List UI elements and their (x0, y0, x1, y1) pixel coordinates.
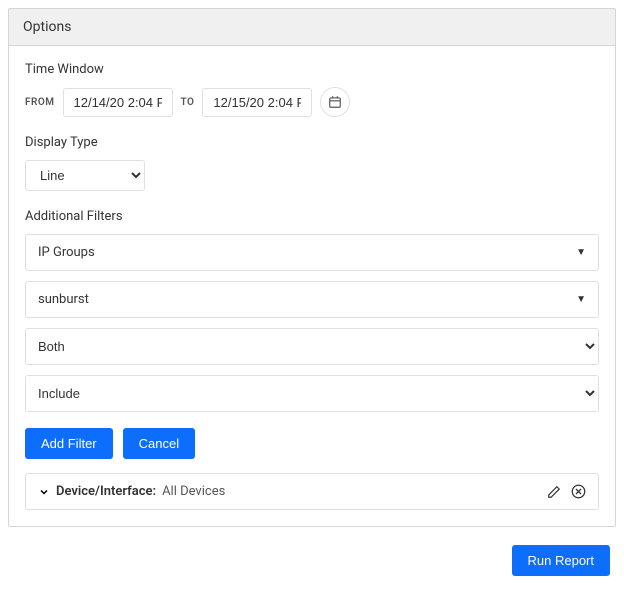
calendar-icon (328, 95, 342, 109)
filter-direction-select[interactable]: Both (25, 328, 599, 365)
chevron-down-icon: ▼ (576, 294, 586, 305)
from-input[interactable] (63, 88, 173, 117)
to-label: TO (181, 97, 195, 108)
filter-sunburst-dropdown[interactable]: sunburst ▼ (25, 281, 599, 318)
remove-button[interactable] (571, 484, 586, 499)
filter-ipgroups-dropdown[interactable]: IP Groups ▼ (25, 234, 599, 271)
filter-sunburst-value: sunburst (38, 292, 89, 307)
edit-button[interactable] (547, 485, 561, 499)
chevron-down-icon (38, 486, 50, 498)
display-type-select[interactable]: Line (25, 160, 145, 191)
run-report-button[interactable]: Run Report (512, 545, 610, 576)
time-window-label: Time Window (25, 62, 599, 77)
from-label: FROM (25, 97, 55, 108)
cancel-button[interactable]: Cancel (123, 428, 195, 459)
chevron-down-icon: ▼ (576, 247, 586, 258)
filter-ipgroups-value: IP Groups (38, 245, 95, 260)
display-type-label: Display Type (25, 135, 599, 150)
footer: Run Report (8, 527, 616, 584)
close-circle-icon (571, 484, 586, 499)
device-interface-value: All Devices (162, 484, 225, 499)
device-interface-row[interactable]: Device/Interface: All Devices (25, 473, 599, 510)
panel-title: Options (9, 9, 615, 46)
panel-body: Time Window FROM TO Display Type Line Ad… (9, 46, 615, 526)
time-window-row: FROM TO (25, 87, 599, 117)
filter-mode-select[interactable]: Include (25, 375, 599, 412)
pencil-icon (547, 485, 561, 499)
to-input[interactable] (202, 88, 312, 117)
additional-filters-label: Additional Filters (25, 209, 599, 224)
filter-button-row: Add Filter Cancel (25, 428, 599, 459)
calendar-button[interactable] (320, 87, 350, 117)
device-interface-label: Device/Interface: (56, 484, 156, 499)
add-filter-button[interactable]: Add Filter (25, 428, 113, 459)
options-panel: Options Time Window FROM TO Display Type… (8, 8, 616, 527)
